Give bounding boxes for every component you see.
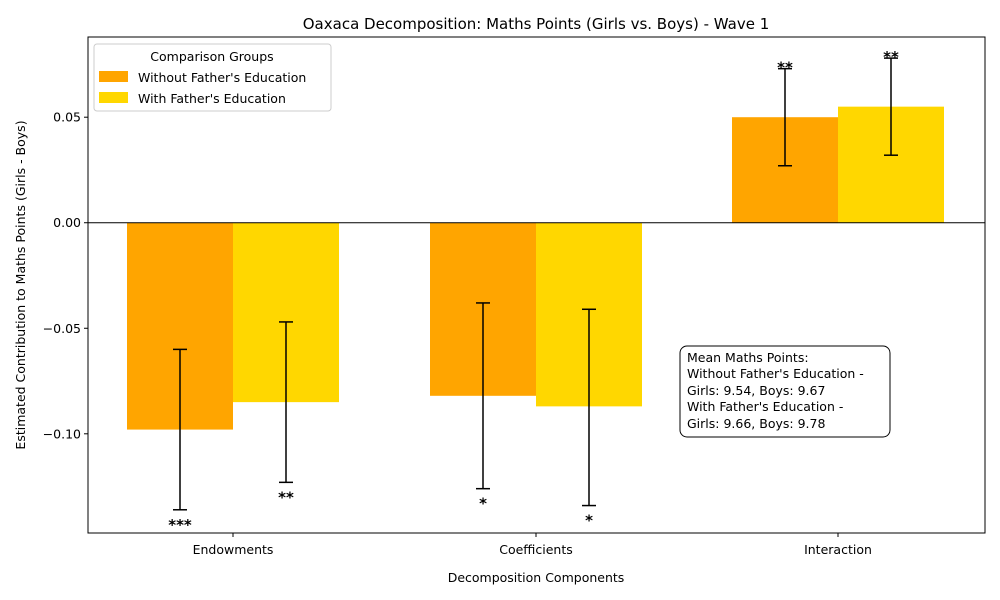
error-bar (884, 57, 898, 156)
significance-layer: *********** (168, 48, 899, 534)
significance-label: * (585, 512, 593, 530)
annotation-box: Mean Maths Points: Without Father's Educ… (679, 345, 891, 438)
x-axis: Endowments Coefficients Interaction (193, 533, 872, 557)
legend-label: With Father's Education (138, 91, 286, 106)
legend-swatch (99, 71, 128, 82)
legend-swatch (99, 92, 128, 103)
legend-frame (93, 43, 332, 112)
significance-label: *** (168, 516, 192, 534)
annotation-line: Girls: 9.66, Boys: 9.78 (687, 416, 825, 431)
y-tick-label: −0.05 (43, 321, 81, 336)
chart-title: Oaxaca Decomposition: Maths Points (Girl… (303, 15, 770, 33)
legend-label: Without Father's Education (138, 70, 306, 85)
x-tick-label: Coefficients (499, 542, 573, 557)
y-tick-label: −0.10 (43, 426, 81, 441)
error-bar (279, 321, 293, 484)
x-tick-label: Endowments (193, 542, 274, 557)
y-tick-label: 0.00 (53, 215, 81, 230)
x-axis-label: Decomposition Components (448, 570, 625, 585)
error-bars-layer (173, 57, 898, 511)
annotation-line: Girls: 9.54, Boys: 9.67 (687, 383, 825, 398)
y-axis-label: Estimated Contribution to Maths Points (… (13, 120, 28, 449)
error-bar (778, 67, 792, 167)
y-tick-label: 0.05 (53, 110, 81, 125)
error-bar (476, 302, 490, 490)
significance-label: ** (278, 488, 294, 506)
legend: Comparison Groups Without Father's Educa… (93, 43, 332, 112)
significance-label: * (479, 495, 487, 513)
y-axis: −0.10 −0.05 0.00 0.05 (43, 110, 88, 441)
annotation-line: Without Father's Education - (687, 366, 864, 381)
significance-label: ** (883, 48, 899, 66)
significance-label: ** (777, 59, 793, 77)
x-tick-label: Interaction (804, 542, 872, 557)
legend-title: Comparison Groups (150, 49, 273, 64)
annotation-frame (679, 345, 891, 438)
error-bar (582, 308, 596, 507)
error-bar (173, 348, 187, 511)
annotation-line: With Father's Education - (687, 399, 843, 414)
annotation-line: Mean Maths Points: (687, 350, 809, 365)
